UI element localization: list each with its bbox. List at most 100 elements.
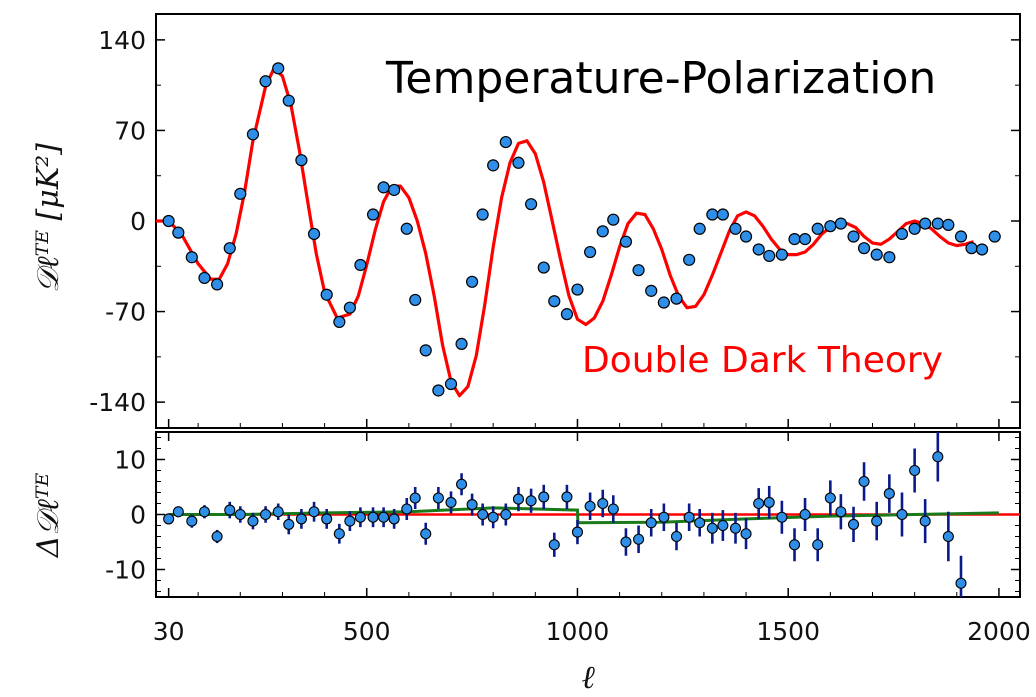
residual-point [308,506,320,518]
lower-y-tick-label: -10 [105,556,146,585]
residual-point [942,530,954,543]
residual-point [234,508,246,521]
residual-point [847,518,860,530]
te-data-point [476,208,489,221]
upper-y-ticks: 140 70 0 -70 -140 [89,26,1020,417]
te-data-point [908,222,921,235]
te-data-point [282,94,295,107]
te-data-point [716,208,729,221]
residual-point [432,492,444,504]
residual-point [683,511,695,523]
te-data-point [432,384,445,397]
te-data-point [560,308,574,321]
residual-point [538,491,550,503]
x-tick-label: 1000 [546,617,610,646]
residual-point [729,522,742,534]
residual-point [706,522,718,534]
residual-point [824,492,836,504]
residual-point [977,0,987,5]
te-data-point [895,227,909,241]
residual-point [753,497,765,510]
residual-point [172,506,184,518]
te-data-point [857,242,871,255]
te-data-point [632,264,645,277]
residual-point [717,519,729,532]
residual-point [990,0,1000,5]
te-data-point [185,251,198,264]
te-data-point [537,261,550,274]
residual-point [445,496,457,508]
residual-point [670,530,683,543]
lower-y-axis-label: Δ𝒟ℓᵀᴱ [31,473,66,559]
residual-point [283,518,295,530]
te-data-point [942,218,955,231]
upper-y-tick-label: -140 [89,388,146,417]
te-data-point [619,235,633,248]
lower-y-tick-label: 0 [130,501,146,530]
te-data-point [931,217,944,230]
te-data-point [223,242,236,255]
te-data-point [198,271,211,285]
residual-point [740,528,752,540]
residual-point [186,515,198,527]
te-data-point [763,249,776,263]
te-data-point [307,227,321,241]
te-data-point [211,278,224,291]
residual-point [260,508,272,521]
te-data-point [657,296,670,309]
residual-point [788,539,801,551]
residual-point [466,499,478,511]
upper-y-tick-label: -70 [105,298,146,327]
residual-point [211,530,223,543]
x-tick-label: 2000 [967,617,1031,646]
residual-point [295,513,307,525]
te-data-point [343,301,356,314]
te-data-point [366,208,380,221]
residual-point [198,506,211,518]
te-data-point [670,292,683,305]
te-data-point [975,243,989,256]
residual-point [645,517,657,529]
te-data-point [988,230,1001,243]
te-data-point [847,230,860,243]
residual-point [633,533,645,545]
residual-point [487,511,499,523]
te-data-point [512,156,525,169]
panel-title-annotation: Temperature-Polarization [385,53,936,104]
te-data-point [683,253,696,266]
te-data-point [388,183,401,197]
residual-point [456,478,468,490]
residual-point [388,513,400,525]
te-data-point [596,225,609,238]
lower-panel: 10 0 -10 30 500 1000 1500 2000 Δ𝒟ℓᵀᴱ ℓ [31,0,1031,696]
te-data-point [798,233,812,246]
te-data-point [834,217,847,230]
te-data-point [548,295,561,308]
residual-point [344,515,356,527]
te-data-point [246,128,260,141]
residual-point [548,539,560,551]
upper-panel: 140 70 0 -70 -140 Temperature-Polarization D… [31,13,1021,429]
te-data-point [919,217,932,230]
te-data-point [870,248,883,261]
residual-point [378,511,390,523]
residual-point [409,492,421,504]
te-data-point [752,243,765,256]
residual-point [883,488,895,500]
residual-point [333,528,345,540]
residual-point [321,513,333,525]
residual-point [354,511,366,523]
residual-point [597,497,609,510]
te-data-point [954,230,968,243]
te-data-point [234,187,247,200]
upper-y-tick-label: 140 [98,26,146,55]
te-data-point [584,245,597,259]
te-data-point [607,213,620,226]
residual-point [272,506,284,518]
te-data-point [444,377,458,391]
x-axis-label: ℓ [581,658,595,696]
residual-points [163,0,1000,597]
residual-point [694,517,706,529]
te-data-point [487,159,500,172]
residual-point [896,508,908,521]
